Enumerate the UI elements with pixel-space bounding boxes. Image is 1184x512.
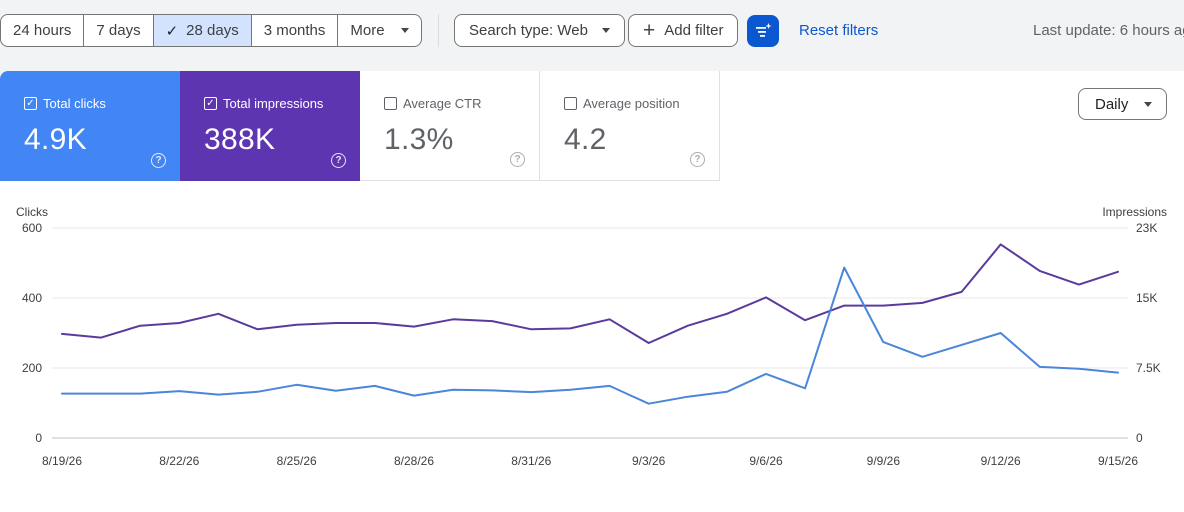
filter-settings-button[interactable] [747,15,779,47]
x-tick-label: 8/31/26 [511,454,551,468]
metric-value: 4.2 [564,123,607,156]
metric-label: Total impressions [223,96,324,111]
help-icon[interactable]: ? [510,152,525,167]
add-filter-button[interactable]: + Add filter [628,14,739,47]
range-more[interactable]: More [338,15,420,46]
x-tick-label: 9/12/26 [981,454,1021,468]
y-tick-right: 0 [1136,431,1143,445]
checkbox-unchecked-icon[interactable] [564,97,577,110]
chevron-down-icon [1144,101,1153,107]
reset-filters-link[interactable]: Reset filters [799,22,879,39]
range-7-days[interactable]: 7 days [84,15,154,46]
metric-label: Total clicks [43,96,106,111]
metric-card-clicks[interactable]: ✓ Total clicks 4.9K ? [0,71,180,181]
toolbar: 24 hours 7 days ✓ 28 days 3 months More S… [0,0,1184,62]
metric-card-ctr[interactable]: Average CTR 1.3% ? [360,71,540,181]
help-icon[interactable]: ? [331,153,346,168]
y-tick-left: 0 [35,431,42,445]
x-tick-label: 9/9/26 [867,454,901,468]
filter-sparkle-icon [756,23,772,37]
x-tick-label: 8/19/26 [42,454,82,468]
granularity-dropdown[interactable]: Daily [1078,88,1167,120]
range-label: 7 days [96,22,141,39]
range-label: More [350,22,385,39]
range-label: 28 days [186,22,239,39]
performance-panel: ✓ Total clicks 4.9K ? ✓ Total impressions … [0,71,1184,512]
range-3-months[interactable]: 3 months [252,15,339,46]
y-tick-left: 600 [22,221,42,235]
metric-card-position[interactable]: Average position 4.2 ? [540,71,720,181]
toolbar-divider [438,14,439,47]
check-icon: ✓ [165,22,179,40]
metric-value: 1.3% [384,123,454,156]
checkbox-checked-icon[interactable]: ✓ [204,97,217,110]
metric-card-impressions[interactable]: ✓ Total impressions 388K ? [180,71,360,181]
y-axis-left-label: Clicks [16,205,48,219]
clicks-series-line[interactable] [61,266,1119,405]
date-range-selector: 24 hours 7 days ✓ 28 days 3 months More [0,14,422,47]
range-label: 24 hours [13,22,72,39]
chevron-down-icon [400,28,409,33]
performance-chart: Clicks Impressions 0 0 200 7.5K 400 15K 600 23K… [16,205,1167,468]
search-type-label: Search type: Web [469,22,588,39]
x-tick-label: 9/6/26 [749,454,783,468]
checkbox-checked-icon[interactable]: ✓ [24,97,37,110]
granularity-label: Daily [1095,95,1129,113]
last-update-text: Last update: 6 hours ago [1033,22,1184,39]
x-tick-label: 9/15/26 [1098,454,1138,468]
range-28-days[interactable]: ✓ 28 days [153,15,252,46]
help-icon[interactable]: ? [690,152,705,167]
add-filter-label: Add filter [664,22,724,39]
x-tick-label: 9/3/26 [632,454,666,468]
range-label: 3 months [263,22,326,39]
y-tick-right: 15K [1136,291,1157,305]
chevron-down-icon [601,28,610,33]
y-axis-right-label: Impressions [1102,205,1167,219]
y-tick-left: 200 [22,361,42,375]
metric-label: Average CTR [403,96,482,111]
x-tick-label: 8/25/26 [277,454,317,468]
y-tick-right: 23K [1136,221,1157,235]
metric-label: Average position [583,96,680,111]
checkbox-unchecked-icon[interactable] [384,97,397,110]
y-tick-left: 400 [22,291,42,305]
impressions-series-line[interactable] [61,243,1119,344]
x-tick-label: 8/22/26 [159,454,199,468]
plus-icon: + [643,19,656,42]
search-type-dropdown[interactable]: Search type: Web [454,14,625,47]
range-24-hours[interactable]: 24 hours [1,15,85,46]
metric-value: 4.9K [24,123,87,156]
metric-value: 388K [204,123,276,156]
y-tick-right: 7.5K [1136,361,1161,375]
help-icon[interactable]: ? [151,153,166,168]
x-tick-label: 8/28/26 [394,454,434,468]
